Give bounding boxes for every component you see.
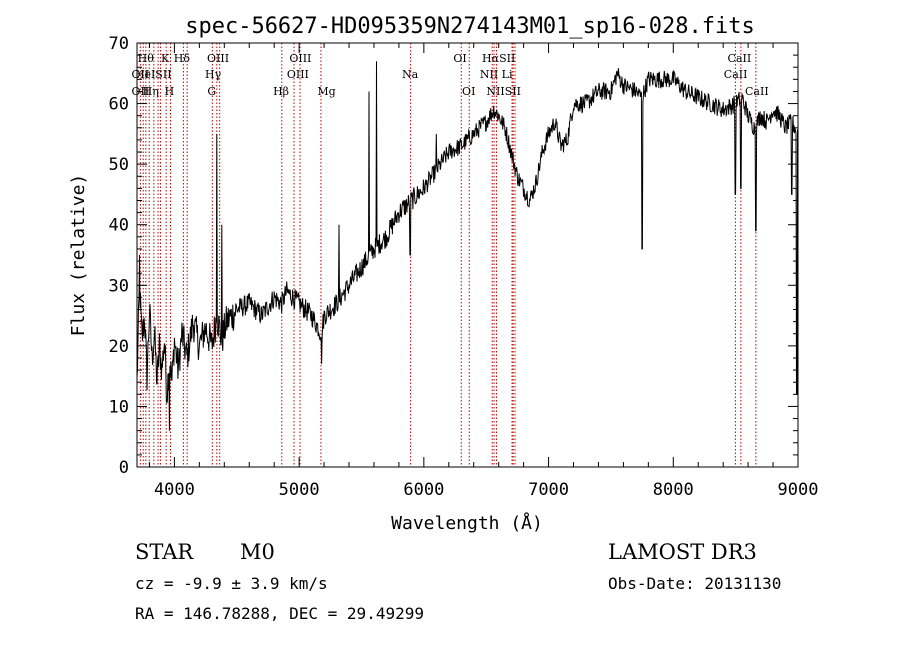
line-label-row2-2: Hγ [205, 68, 222, 81]
coordinates: RA = 146.78288, DEC = 29.49299 [135, 604, 424, 623]
line-label-row2-4: Na [402, 68, 419, 81]
line-label-row1-0: Hθ [138, 52, 155, 65]
line-label-row3-6: OI [462, 85, 475, 98]
plot-frame [136, 42, 799, 468]
redshift-cz: cz = -9.9 ± 3.9 km/s [135, 574, 328, 593]
spectrum-line [136, 61, 799, 431]
line-label-row3-2: H [165, 85, 175, 98]
survey-name: LAMOST DR3 [608, 540, 757, 564]
object-subclass: M0 [240, 540, 275, 564]
line-label-row3-4: Hβ [273, 85, 289, 98]
x-tick-label-4: 8000 [653, 480, 694, 500]
x-tick-label-5: 9000 [778, 480, 819, 500]
line-label-row2-5: NII Li [480, 68, 513, 81]
line-label-row2-6: CaII [724, 68, 748, 81]
line-label-row3-7: NIISII [486, 85, 521, 98]
x-tick-label-1: 5000 [279, 480, 320, 500]
x-tick-label-0: 4000 [154, 480, 195, 500]
line-label-row2-3: OIII [287, 68, 309, 81]
y-tick-label-7: 70 [109, 34, 129, 54]
y-tick-label-3: 30 [109, 276, 129, 296]
chart-title: spec-56627-HD095359N274143M01_sp16-028.f… [185, 14, 755, 39]
line-label-row1-5: OI [453, 52, 466, 65]
line-label-row1-3: OIII [207, 52, 229, 65]
y-tick-label-4: 40 [109, 216, 129, 236]
line-label-row1-4: OIII [289, 52, 311, 65]
y-axis-label: Flux (relative) [68, 174, 89, 337]
line-label-row3-5: Mg [317, 85, 335, 98]
line-label-row3-3: G [207, 85, 216, 98]
observation-date: Obs-Date: 20131130 [608, 574, 781, 593]
y-tick-label-1: 10 [109, 397, 129, 417]
line-label-row1-1: K [161, 52, 170, 65]
object-type: STAR [135, 540, 194, 564]
line-label-row3-0: OII [132, 85, 150, 98]
x-tick-label-3: 7000 [528, 480, 569, 500]
line-label-row1-6: HαSII [482, 52, 515, 65]
line-label-row3-1: Hη [143, 85, 159, 98]
y-tick-label-0: 0 [119, 458, 129, 478]
line-label-row3-8: CaII [745, 85, 769, 98]
line-label-row2-1: HeISII [135, 68, 172, 81]
line-label-row2-0: OII [132, 68, 150, 81]
y-tick-label-5: 50 [109, 155, 129, 175]
y-tick-label-2: 20 [109, 337, 129, 357]
y-tick-label-6: 60 [109, 95, 129, 115]
spectrum-layer [136, 61, 799, 431]
line-marker-layer [139, 43, 757, 467]
x-axis-label: Wavelength (Å) [391, 512, 543, 534]
x-tick-label-2: 6000 [403, 480, 444, 500]
line-label-row1-2: Hδ [174, 52, 191, 65]
line-label-row1-7: CaII [728, 52, 752, 65]
axis-layer: 4000 5000 6000 7000 8000 9000 0 10 20 30 40 50 60 70 [109, 34, 819, 500]
